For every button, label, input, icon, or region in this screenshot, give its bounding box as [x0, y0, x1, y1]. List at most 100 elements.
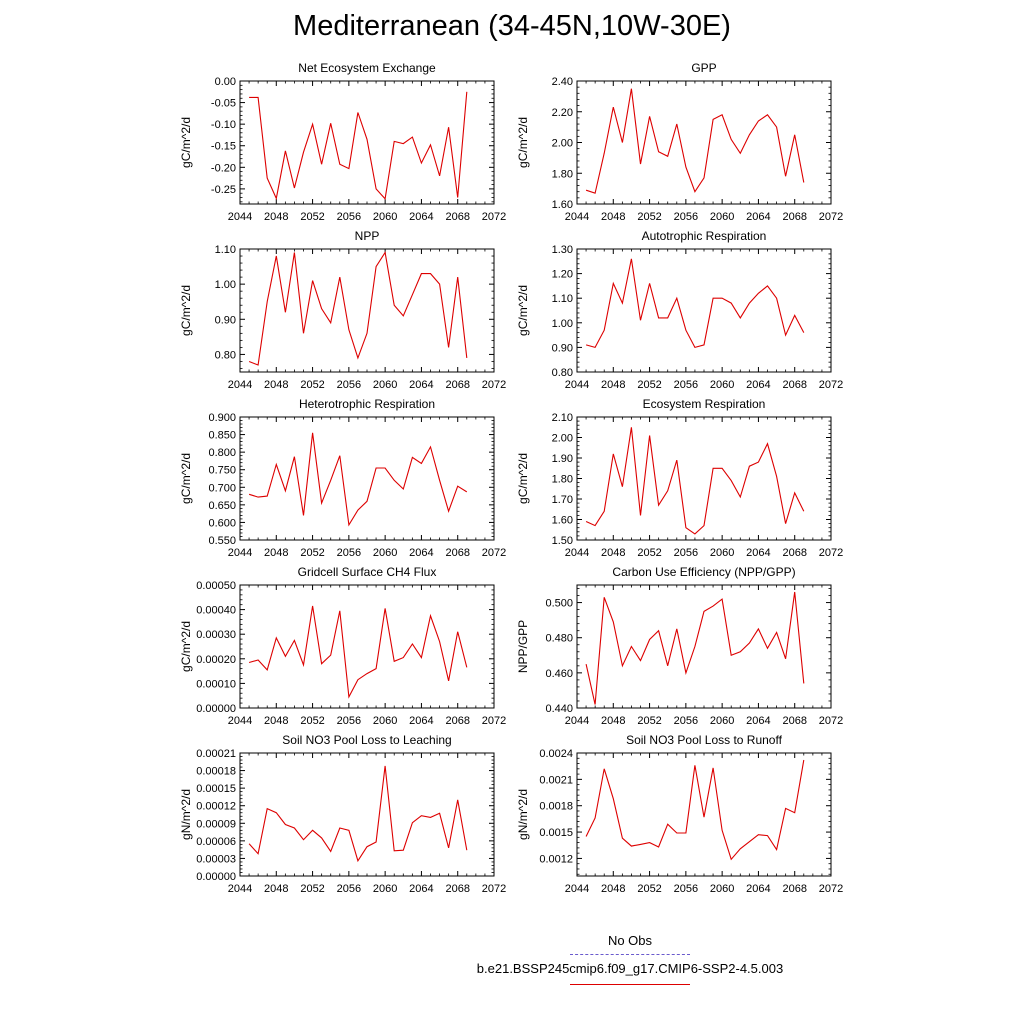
x-tick-label: 2048 [264, 547, 288, 559]
y-tick-label: 0.00040 [196, 605, 236, 617]
y-tick-label: 0.00006 [196, 836, 236, 848]
y-tick-label: 2.00 [552, 138, 573, 150]
y-tick-label: 0.00003 [196, 853, 236, 865]
x-tick-label: 2052 [637, 379, 661, 391]
x-tick-label: 2064 [746, 883, 770, 895]
x-tick-label: 2064 [409, 883, 433, 895]
y-axis-label: gC/m^2/d [516, 117, 530, 168]
y-tick-label: 2.40 [552, 76, 573, 88]
y-tick-label: 0.90 [552, 342, 573, 354]
x-tick-label: 2064 [409, 715, 433, 727]
series-line [585, 759, 805, 861]
y-tick-label: 1.70 [552, 494, 573, 506]
series-line [248, 251, 468, 366]
y-tick-label: 1.20 [552, 269, 573, 281]
y-tick-label: 0.0015 [539, 827, 573, 839]
y-tick-label: 0.0012 [539, 853, 573, 865]
y-tick-label: 0.00000 [196, 703, 236, 715]
x-tick-label: 2048 [264, 379, 288, 391]
y-axis-label: gN/m^2/d [179, 789, 193, 840]
y-tick-label: 0.800 [208, 447, 236, 459]
x-tick-label: 2044 [228, 715, 252, 727]
x-tick-label: 2064 [746, 715, 770, 727]
plot-frame [576, 584, 832, 709]
y-tick-label: 0.0024 [539, 748, 573, 760]
x-tick-label: 2068 [445, 715, 469, 727]
x-tick-label: 2064 [409, 547, 433, 559]
y-tick-label: 0.900 [208, 412, 236, 424]
x-tick-label: 2060 [710, 715, 734, 727]
panel-title: GPP [691, 61, 716, 75]
panel-title: Soil NO3 Pool Loss to Runoff [626, 733, 783, 747]
y-tick-label: 1.00 [215, 279, 236, 291]
panel-title: Autotrophic Respiration [642, 229, 767, 243]
series-line [585, 258, 805, 349]
panel-10: Soil NO3 Pool Loss to Runoff gN/m^2/d 2044… [516, 733, 843, 895]
y-tick-label: 2.10 [552, 412, 573, 424]
y-tick-label: 0.00012 [196, 801, 236, 813]
plot-frame [239, 248, 495, 373]
panel-title: Net Ecosystem Exchange [298, 61, 436, 75]
panel-5: Heterotrophic Respiration gC/m^2/d 2044 204… [179, 397, 506, 559]
x-tick-label: 2048 [264, 715, 288, 727]
x-tick-label: 2048 [601, 379, 625, 391]
y-tick-label: -0.10 [211, 119, 236, 131]
y-tick-label: 0.00015 [196, 783, 236, 795]
x-tick-label: 2064 [409, 211, 433, 223]
x-tick-label: 2048 [601, 211, 625, 223]
panel-3: NPP gC/m^2/d 2044 2048 2052 2056 2060 2064 2068 2… [179, 229, 506, 391]
y-tick-label: 1.30 [552, 244, 573, 256]
panel-title: NPP [355, 229, 380, 243]
x-tick-label: 2072 [819, 379, 843, 391]
y-tick-label: 0.500 [545, 598, 573, 610]
x-tick-label: 2060 [710, 547, 734, 559]
x-tick-label: 2052 [300, 547, 324, 559]
x-tick-label: 2068 [782, 715, 806, 727]
panel-8: Carbon Use Efficiency (NPP/GPP) NPP/GPP 20… [516, 565, 843, 727]
series-line [249, 91, 468, 201]
x-tick-label: 2044 [565, 547, 589, 559]
y-axis-label: gC/m^2/d [516, 453, 530, 504]
y-tick-label: 1.10 [552, 293, 573, 305]
y-tick-label: 1.90 [552, 453, 573, 465]
x-tick-label: 2056 [674, 211, 698, 223]
y-tick-label: 0.850 [208, 430, 236, 442]
x-tick-label: 2048 [601, 715, 625, 727]
x-tick-label: 2072 [482, 547, 506, 559]
x-tick-label: 2068 [782, 211, 806, 223]
y-tick-label: 1.10 [215, 244, 236, 256]
x-tick-label: 2072 [819, 715, 843, 727]
x-tick-label: 2072 [482, 715, 506, 727]
panel-title: Carbon Use Efficiency (NPP/GPP) [612, 565, 795, 579]
plot-frame [576, 248, 832, 373]
y-axis-label: gC/m^2/d [516, 285, 530, 336]
x-tick-label: 2056 [674, 379, 698, 391]
x-tick-label: 2064 [746, 379, 770, 391]
y-axis-label: gC/m^2/d [179, 453, 193, 504]
y-tick-label: 0.00021 [196, 748, 236, 760]
x-tick-label: 2056 [337, 883, 361, 895]
panel-7: Gridcell Surface CH4 Flux gC/m^2/d 2044 204… [179, 565, 506, 727]
y-axis-label: gC/m^2/d [179, 285, 193, 336]
x-tick-label: 2060 [710, 883, 734, 895]
x-tick-label: 2048 [264, 883, 288, 895]
x-tick-label: 2072 [819, 547, 843, 559]
y-tick-label: 0.00030 [196, 629, 236, 641]
x-tick-label: 2068 [445, 211, 469, 223]
y-tick-label: 0.00009 [196, 818, 236, 830]
x-tick-label: 2044 [228, 883, 252, 895]
plot-frame [576, 416, 832, 541]
panel-title: Soil NO3 Pool Loss to Leaching [282, 733, 451, 747]
x-tick-label: 2044 [565, 379, 589, 391]
x-tick-label: 2044 [228, 547, 252, 559]
x-tick-label: 2056 [674, 547, 698, 559]
plot-frame [239, 584, 495, 709]
x-tick-label: 2044 [565, 715, 589, 727]
y-tick-label: 0.00050 [196, 580, 236, 592]
x-tick-label: 2060 [373, 547, 397, 559]
y-tick-label: 1.60 [552, 199, 573, 211]
x-tick-label: 2044 [228, 211, 252, 223]
y-tick-label: 0.80 [552, 367, 573, 379]
x-tick-label: 2052 [637, 547, 661, 559]
x-tick-label: 2068 [445, 379, 469, 391]
